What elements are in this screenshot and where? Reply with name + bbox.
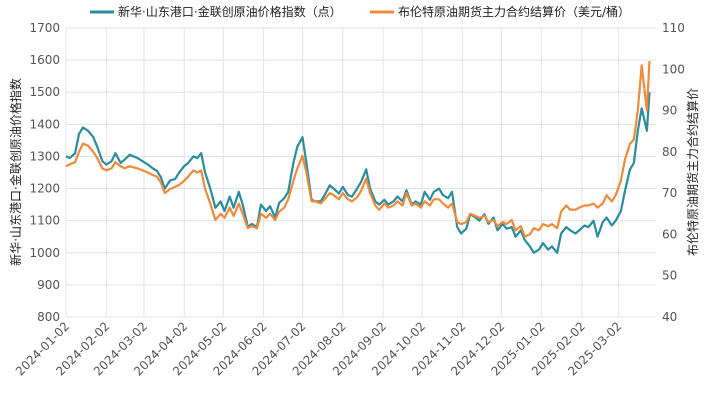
right-tick-label: 80 xyxy=(662,145,677,159)
right-tick-label: 70 xyxy=(662,186,677,200)
legend: 新华·山东港口·金联创原油价格指数（点） 布伦特原油期货主力合约结算价（美元/桶… xyxy=(90,4,630,19)
right-tick-label: 50 xyxy=(662,269,677,283)
left-tick-label: 1500 xyxy=(29,85,60,99)
right-tick-label: 90 xyxy=(662,104,677,118)
x-axis-ticks: 2024-01-022024-02-022024-03-022024-04-02… xyxy=(13,319,625,378)
right-tick-label: 110 xyxy=(662,21,685,35)
gridlines xyxy=(65,27,656,318)
right-tick-label: 60 xyxy=(662,227,677,241)
left-tick-label: 1000 xyxy=(29,246,60,260)
left-tick-label: 1700 xyxy=(29,21,60,35)
left-tick-label: 1600 xyxy=(29,53,60,67)
right-tick-label: 40 xyxy=(662,310,677,324)
legend-label-brent: 布伦特原油期货主力合约结算价（美元/桶） xyxy=(398,4,630,19)
legend-label-index: 新华·山东港口·金联创原油价格指数（点） xyxy=(118,4,342,19)
series-line-1 xyxy=(65,60,651,238)
left-tick-label: 900 xyxy=(37,278,60,292)
right-axis-title: 布伦特原油期货主力合约结算价 xyxy=(685,88,700,256)
left-tick-label: 1200 xyxy=(29,182,60,196)
left-tick-label: 1300 xyxy=(29,149,60,163)
left-tick-label: 1100 xyxy=(29,214,60,228)
left-tick-label: 1400 xyxy=(29,117,60,131)
series-group xyxy=(65,60,651,254)
right-tick-label: 100 xyxy=(662,62,685,76)
left-tick-label: 800 xyxy=(37,310,60,324)
left-axis-ticks: 800 900 1000 1100 1200 1300 1400 1500 1600 1700 xyxy=(29,21,60,324)
series-line-0 xyxy=(65,92,651,254)
left-axis-title: 新华·山东港口·金联创原油价格指数 xyxy=(8,78,23,266)
right-axis-ticks: 40 50 60 70 80 90 100 110 xyxy=(662,21,685,324)
